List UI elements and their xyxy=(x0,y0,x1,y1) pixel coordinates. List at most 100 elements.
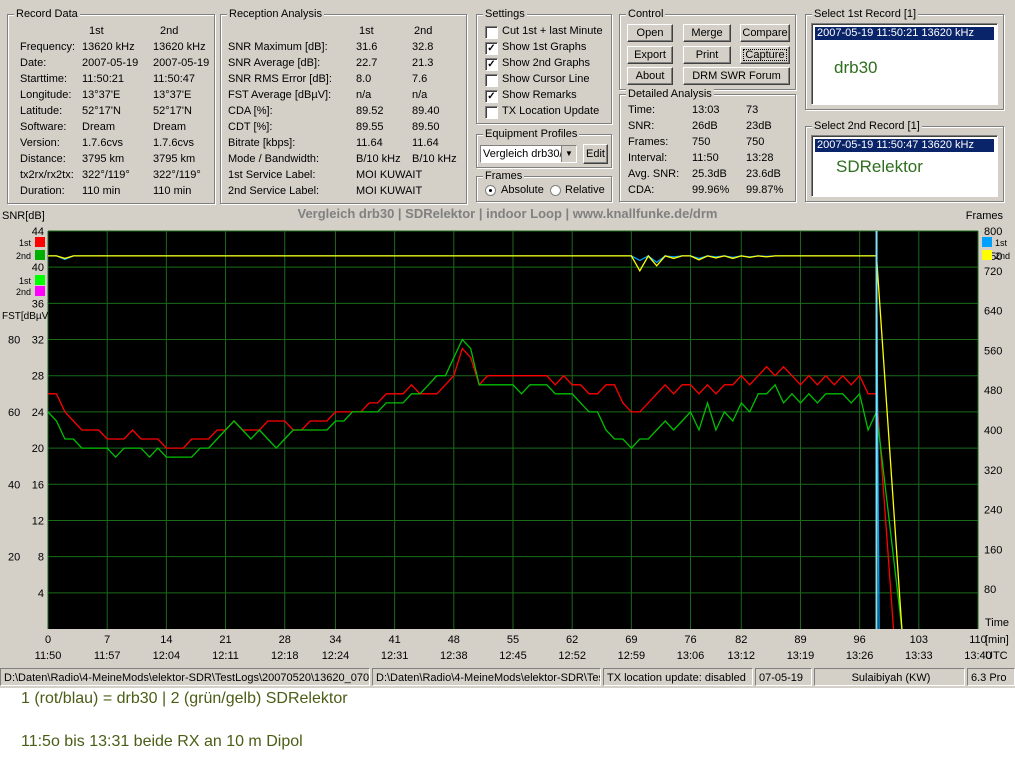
select1-caption: Select 1st Record [1] xyxy=(812,7,919,21)
snr-tick-label: 20 xyxy=(32,443,44,455)
reception-row-value-2nd: B/10 kHz xyxy=(412,153,457,165)
frames-absolute-label[interactable]: Absolute xyxy=(501,184,544,196)
equipment-profile-select[interactable]: Vergleich drb30/ ▼ xyxy=(480,145,577,163)
x-tick-label: 0 xyxy=(45,634,51,646)
reception-row-label: Mode / Bandwidth: xyxy=(228,153,320,165)
reception-row-value-1st: MOI KUWAIT xyxy=(356,185,423,197)
detailed-row-label: CDA: xyxy=(628,184,655,196)
detailed-row-value-2nd: 13:28 xyxy=(746,152,774,164)
frames-tick-label: 720 xyxy=(984,266,1002,278)
reception-row-label: SNR Average [dB]: xyxy=(228,57,321,69)
x-tick-label: 69 xyxy=(625,634,637,646)
dropdown-arrow-icon[interactable]: ▼ xyxy=(561,146,576,162)
detailed-row-label: Interval: xyxy=(628,152,668,164)
frames-tick-label: 240 xyxy=(984,505,1002,517)
settings-checkbox[interactable]: ✓ xyxy=(485,42,498,55)
snr-tick-label: 16 xyxy=(32,479,44,491)
record-list-1-item[interactable]: 2007-05-19 11:50:21 13620 kHz xyxy=(815,27,994,40)
detailed-row-value-2nd: 73 xyxy=(746,104,759,116)
settings-checkbox[interactable]: ✓ xyxy=(485,90,498,103)
record-list-2[interactable]: 2007-05-19 11:50:47 13620 kHz SDRelektor xyxy=(811,135,998,197)
settings-checkbox[interactable]: ✓ xyxy=(485,58,498,71)
detailed-row-label: SNR: xyxy=(628,120,655,132)
series-line-1 xyxy=(48,347,895,630)
capture-button[interactable]: Capture xyxy=(740,46,790,64)
frames-tick-label: 320 xyxy=(984,465,1002,477)
settings-checkbox-label[interactable]: TX Location Update xyxy=(502,105,600,117)
fst-tick-label: 40 xyxy=(8,479,20,491)
compare-button[interactable]: Compare xyxy=(740,24,790,42)
equipment-profile-value: Vergleich drb30/ xyxy=(483,148,561,160)
reception-row-value-1st: 31.6 xyxy=(356,41,378,53)
snr-tick-label: 4 xyxy=(38,588,44,600)
snr-axis-label: SNR[dB] xyxy=(2,210,45,222)
legend-left-label: 1st xyxy=(19,276,32,286)
utc-tick-label: 13:33 xyxy=(905,650,933,662)
status-path-2: D:\Daten\Radio\4-MeineMods\elektor-SDR\T… xyxy=(372,668,601,686)
reception-analysis-group: Reception Analysis 1st 2nd SNR Maximum [… xyxy=(220,7,467,204)
settings-checkbox-label[interactable]: Show 1st Graphs xyxy=(502,41,587,53)
export-button[interactable]: Export xyxy=(627,46,673,64)
record-row-label: Version: xyxy=(20,137,60,149)
frames-tick-label: 480 xyxy=(984,385,1002,397)
snr-tick-label: 12 xyxy=(32,515,44,527)
reception-row-value-2nd: 89.50 xyxy=(412,121,440,133)
frames-absolute-radio[interactable] xyxy=(485,185,496,196)
reception-row-label: SNR RMS Error [dB]: xyxy=(228,73,332,85)
about-button[interactable]: About xyxy=(627,67,673,85)
settings-checkbox-label[interactable]: Cut 1st + last Minute xyxy=(502,25,603,37)
record-row-value-2nd: 13°37'E xyxy=(153,89,192,101)
series-line-4 xyxy=(48,254,903,630)
x-tick-label: 41 xyxy=(389,634,401,646)
record-col1-header: 1st xyxy=(89,25,104,37)
record-row-value-1st: 13°37'E xyxy=(82,89,121,101)
frames-tick-label: 800 xyxy=(984,226,1002,238)
utc-tick-label: 12:31 xyxy=(381,650,409,662)
frames-relative-label[interactable]: Relative xyxy=(565,184,605,196)
settings-checkbox-label[interactable]: Show 2nd Graphs xyxy=(502,57,591,69)
reception-row-value-1st: 11.64 xyxy=(356,137,383,149)
reception-row-value-2nd: n/a xyxy=(412,89,428,101)
detailed-row-value-2nd: 23.6dB xyxy=(746,168,781,180)
record-list-2-item[interactable]: 2007-05-19 11:50:47 13620 kHz xyxy=(815,139,994,152)
snr-frames-chart[interactable]: 4440363228242016128480604020800750720640… xyxy=(0,205,1015,665)
control-group: Control Open Merge Compare Export Print … xyxy=(619,7,796,90)
record-list-1[interactable]: 2007-05-19 11:50:21 13620 kHz drb30 xyxy=(811,23,998,105)
settings-checkbox[interactable] xyxy=(485,74,498,87)
print-button[interactable]: Print xyxy=(683,46,731,64)
drm-swr-forum-button[interactable]: DRM SWR Forum xyxy=(683,67,790,85)
edit-profile-button[interactable]: Edit xyxy=(583,144,608,164)
series-line-2 xyxy=(47,338,903,630)
detailed-caption: Detailed Analysis xyxy=(626,87,714,101)
settings-caption: Settings xyxy=(483,7,527,21)
frames-caption: Frames xyxy=(483,169,525,183)
snr-tick-label: 8 xyxy=(38,552,44,564)
chart-title: Vergleich drb30 | SDRelektor | indoor Lo… xyxy=(297,206,718,221)
record-row-value-1st: 2007-05-19 xyxy=(82,57,139,69)
utc-tick-label: 12:04 xyxy=(153,650,181,662)
open-button[interactable]: Open xyxy=(627,24,673,42)
settings-checkbox-label[interactable]: Show Cursor Line xyxy=(502,73,590,85)
merge-button[interactable]: Merge xyxy=(683,24,731,42)
frames-axis-label: Frames xyxy=(966,210,1004,222)
frames-tick-label: 400 xyxy=(984,425,1002,437)
record-row-label: Software: xyxy=(20,121,67,133)
record-row-label: Distance: xyxy=(20,153,66,165)
snr-tick-label: 36 xyxy=(32,298,44,310)
select2-caption: Select 2nd Record [1] xyxy=(812,119,922,133)
reception-row-label: CDA [%]: xyxy=(228,105,273,117)
detailed-row-value-1st: 26dB xyxy=(692,120,718,132)
frames-relative-radio[interactable] xyxy=(550,185,561,196)
settings-checkbox[interactable] xyxy=(485,106,498,119)
x-tick-label: 103 xyxy=(910,634,928,646)
reception-col2-header: 2nd xyxy=(414,25,433,37)
fst-tick-label: 80 xyxy=(8,335,20,347)
detailed-row-value-2nd: 23dB xyxy=(746,120,772,132)
settings-checkbox[interactable] xyxy=(485,26,498,39)
utc-tick-label: 12:45 xyxy=(499,650,527,662)
record-row-label: Longitude: xyxy=(20,89,72,101)
fst-tick-label: 60 xyxy=(8,407,20,419)
settings-checkbox-label[interactable]: Show Remarks xyxy=(502,89,577,101)
application-window: Record Data 1st 2nd Frequency: 13620 kHz 1… xyxy=(0,0,1015,688)
utc-tick-label: 12:52 xyxy=(558,650,586,662)
